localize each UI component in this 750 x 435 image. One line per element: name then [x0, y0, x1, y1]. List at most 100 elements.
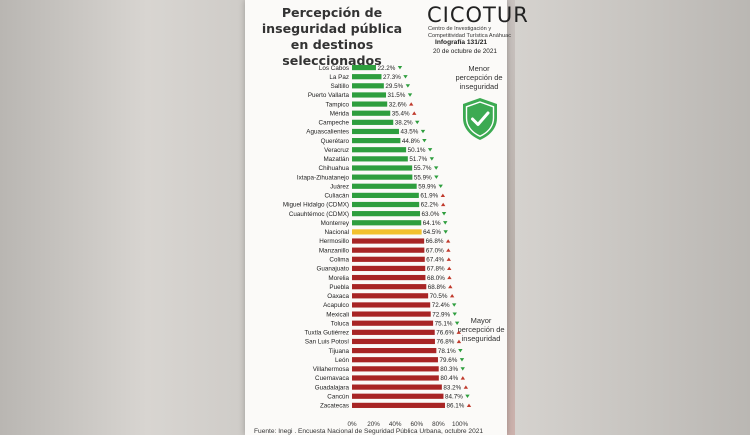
- category-label: Tijuana: [329, 348, 350, 355]
- value-label: 55.7%: [414, 165, 432, 172]
- category-label: Villahermosa: [313, 366, 350, 373]
- value-label: 79.6%: [439, 357, 457, 364]
- value-label: 72.9%: [432, 311, 450, 318]
- value-label: 84.7%: [445, 393, 463, 400]
- trend-up-marker: [447, 266, 452, 271]
- trend-down-marker: [429, 157, 435, 161]
- bar-chart: Los Cabos 22.2% La Paz 27.3% Saltillo 29.5% Pu…: [283, 65, 472, 428]
- value-label: 83.2%: [443, 384, 461, 391]
- value-label: 75.1%: [435, 320, 453, 327]
- category-label: Manzanillo: [319, 247, 350, 254]
- bar: [352, 265, 426, 272]
- value-label: 35.4%: [392, 110, 410, 117]
- category-label: Tuxtla Gutiérrez: [304, 330, 349, 337]
- value-label: 67.0%: [426, 247, 444, 254]
- bar: [352, 147, 407, 153]
- bar: [352, 101, 388, 107]
- infographic-date: 20 de octubre de 2021: [433, 48, 497, 55]
- trend-down-marker: [452, 312, 457, 316]
- category-label: Hermosillo: [319, 238, 349, 245]
- category-label: Mazatlán: [323, 156, 349, 163]
- bar: [352, 238, 425, 244]
- category-label: León: [335, 357, 350, 364]
- value-label: 22.2%: [377, 65, 395, 72]
- trend-up-marker: [466, 403, 472, 407]
- value-label: 78.1%: [438, 348, 456, 355]
- trend-down-marker: [443, 221, 448, 225]
- bar: [352, 229, 422, 235]
- bar: [352, 293, 429, 299]
- value-label: 43.5%: [400, 129, 418, 136]
- category-label: Culiacán: [324, 193, 349, 200]
- background-left: [0, 0, 245, 435]
- value-label: 80.4%: [440, 375, 458, 382]
- value-label: 68.0%: [427, 275, 445, 282]
- trend-down-marker: [438, 184, 443, 189]
- bar: [352, 211, 421, 217]
- trend-down-marker: [460, 367, 465, 371]
- trend-down-marker: [427, 148, 433, 152]
- category-label: Acapulco: [323, 302, 349, 309]
- value-label: 32.6%: [389, 101, 407, 108]
- value-label: 44.8%: [402, 138, 420, 145]
- category-label: Puerto Vallarta: [308, 92, 350, 99]
- high-perception-note: Mayor percepción de inseguridad: [457, 316, 505, 343]
- trend-down-marker: [405, 84, 411, 88]
- value-label: 66.8%: [426, 238, 444, 245]
- x-tick-label: 80%: [432, 421, 445, 428]
- trend-up-marker: [412, 111, 417, 115]
- category-label: Toluca: [331, 320, 350, 327]
- value-label: 67.4%: [426, 256, 444, 263]
- trend-down-marker: [441, 212, 447, 216]
- trend-up-marker: [446, 248, 451, 252]
- infographic-id: Infografía 131/21: [435, 39, 488, 46]
- x-tick-label: 20%: [367, 421, 380, 428]
- category-label: Monterrey: [321, 220, 350, 227]
- category-label: Zacatecas: [320, 403, 349, 410]
- bar: [352, 165, 413, 171]
- trend-up-marker: [456, 339, 462, 344]
- category-label: Ixtapa-Zihuatanejo: [297, 174, 350, 181]
- category-label: San Luis Potosí: [305, 339, 349, 346]
- trend-down-marker: [459, 358, 465, 362]
- bar: [352, 393, 444, 399]
- value-label: 50.1%: [408, 147, 426, 154]
- value-label: 76.6%: [436, 330, 454, 337]
- trend-down-marker: [465, 394, 470, 399]
- category-label: Oaxaca: [327, 293, 349, 300]
- trend-up-marker: [447, 275, 452, 280]
- bar: [352, 128, 399, 135]
- shield-check-icon: [463, 98, 497, 140]
- bar: [352, 183, 417, 189]
- trend-up-marker: [463, 385, 469, 389]
- x-tick-label: 60%: [410, 421, 423, 428]
- trend-down-marker: [451, 303, 457, 307]
- category-label: Guanajuato: [316, 266, 349, 273]
- value-label: 55.9%: [414, 174, 432, 181]
- trend-down-marker: [443, 230, 448, 234]
- bar: [352, 220, 422, 226]
- value-label: 29.5%: [385, 83, 403, 90]
- category-label: Mérida: [330, 110, 350, 117]
- category-label: Colima: [329, 256, 349, 263]
- bar: [352, 347, 437, 354]
- trend-up-marker: [440, 202, 446, 207]
- value-label: 62.2%: [421, 202, 439, 209]
- category-label: Nacional: [324, 229, 349, 236]
- trend-down-marker: [454, 321, 460, 326]
- value-label: 64.5%: [423, 229, 441, 236]
- trend-down-marker: [433, 166, 439, 170]
- bar: [352, 320, 434, 326]
- bar: [352, 201, 420, 208]
- category-label: Veracruz: [324, 147, 349, 154]
- low-perception-note: Menor percepción de inseguridad: [455, 64, 503, 91]
- trend-up-marker: [460, 376, 466, 380]
- value-label: 76.8%: [436, 339, 454, 346]
- trend-down-marker: [420, 129, 426, 134]
- trend-down-marker: [434, 175, 439, 179]
- bar: [352, 74, 382, 80]
- bar: [352, 402, 445, 408]
- category-label: Saltillo: [330, 83, 349, 90]
- trend-down-marker: [397, 65, 403, 70]
- value-label: 63.0%: [422, 211, 440, 218]
